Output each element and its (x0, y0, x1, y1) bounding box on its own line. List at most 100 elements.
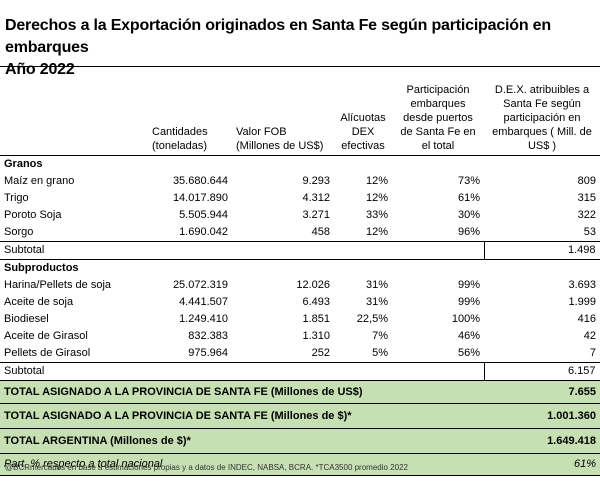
table-row: Trigo 14.017.890 4.312 12% 61% 315 (0, 190, 600, 207)
subtotal-label: Subtotal (0, 362, 148, 381)
subtotal-granos: Subtotal 1.498 (0, 241, 600, 260)
row-qty: 25.072.319 (172, 279, 228, 291)
row-name: Biodiesel (4, 313, 49, 325)
row-rate: 12% (365, 175, 388, 187)
row-fob: 1.851 (302, 313, 330, 325)
section-label: Granos (4, 158, 43, 170)
table-row: Aceite de soja 4.441.507 6.493 31% 99% 1… (0, 294, 600, 311)
empty-cell (392, 241, 484, 260)
row-dex: 3.693 (568, 279, 596, 291)
header-dex-attributable: D.E.X. atribuibles a Santa Fe según part… (484, 66, 600, 156)
row-name: Aceite de soja (4, 296, 74, 308)
header-fob-value: Valor FOB (Millones de US$) (232, 66, 334, 156)
row-qty: 4.441.507 (179, 296, 228, 308)
row-share: 99% (457, 296, 480, 308)
subtotal-subproductos: Subtotal 6.157 (0, 362, 600, 381)
row-dex: 53 (583, 226, 596, 238)
title-line-1: Derechos a la Exportación originados en … (5, 17, 551, 56)
row-qty: 832.383 (188, 330, 228, 342)
header-dex-rate: Alícuotas DEX efectivas (334, 66, 392, 156)
row-dex: 322 (577, 209, 596, 221)
total-label: TOTAL ASIGNADO A LA PROVINCIA DE SANTA F… (0, 403, 484, 429)
section-label: Subproductos (4, 262, 79, 274)
section-subproductos: Subproductos (0, 260, 600, 278)
total-santa-fe-usd: TOTAL ASIGNADO A LA PROVINCIA DE SANTA F… (0, 380, 600, 404)
row-fob: 12.026 (296, 279, 330, 291)
header-quantity: Cantidades (toneladas) (148, 66, 232, 156)
source-note: @BCRmercados en base a estimaciones prop… (5, 463, 408, 472)
header-share: Participación embarques desde puertos de… (392, 66, 484, 156)
header-product (0, 66, 148, 156)
dex-table: Cantidades (toneladas) Valor FOB (Millon… (0, 66, 600, 476)
row-fob: 458 (311, 226, 330, 238)
total-value: 1.001.360 (484, 403, 600, 429)
row-rate: 7% (372, 330, 388, 342)
row-qty: 1.249.410 (179, 313, 228, 325)
row-share: 99% (457, 279, 480, 291)
row-dex: 42 (583, 330, 596, 342)
row-dex: 7 (589, 347, 596, 359)
row-name: Maíz en grano (4, 175, 75, 187)
total-value: 1.649.418 (484, 428, 600, 454)
row-share: 73% (457, 175, 480, 187)
part-label: Part. % respecto a total nacional (0, 453, 484, 476)
empty-cell (334, 362, 392, 381)
row-rate: 12% (365, 192, 388, 204)
total-value: 7.655 (484, 380, 600, 404)
empty-cell (392, 362, 484, 381)
row-share: 30% (457, 209, 480, 221)
row-rate: 22,5% (356, 313, 388, 325)
row-share: 56% (457, 347, 480, 359)
row-qty: 1.690.042 (179, 226, 228, 238)
table-row: Biodiesel 1.249.410 1.851 22,5% 100% 416 (0, 311, 600, 328)
row-name: Aceite de Girasol (4, 330, 88, 342)
total-santa-fe-ars: TOTAL ASIGNADO A LA PROVINCIA DE SANTA F… (0, 403, 600, 429)
row-fob: 1.310 (302, 330, 330, 342)
table-row: Sorgo 1.690.042 458 12% 96% 53 (0, 224, 600, 242)
empty-cell (232, 241, 334, 260)
row-rate: 5% (372, 347, 388, 359)
empty-cell (148, 241, 232, 260)
row-dex: 416 (577, 313, 596, 325)
subtotal-label: Subtotal (0, 241, 148, 260)
row-share: 46% (457, 330, 480, 342)
row-share: 61% (457, 192, 480, 204)
row-fob: 6.493 (302, 296, 330, 308)
part-total-nacional: Part. % respecto a total nacional 61% (0, 453, 600, 476)
row-name: Sorgo (4, 226, 34, 238)
row-dex: 315 (577, 192, 596, 204)
subtotal-value: 1.498 (483, 241, 600, 260)
empty-cell (334, 241, 392, 260)
total-label: TOTAL ARGENTINA (Millones de $)* (0, 428, 484, 454)
row-fob: 252 (311, 347, 330, 359)
row-name: Harina/Pellets de soja (4, 279, 112, 291)
total-label: TOTAL ASIGNADO A LA PROVINCIA DE SANTA F… (0, 380, 484, 404)
row-name: Trigo (4, 192, 29, 204)
row-rate: 12% (365, 226, 388, 238)
part-value: 61% (484, 453, 600, 476)
row-rate: 33% (365, 209, 388, 221)
row-dex: 1.999 (568, 296, 596, 308)
row-qty: 975.964 (188, 347, 228, 359)
row-dex: 809 (577, 175, 596, 187)
row-share: 100% (451, 313, 480, 325)
table-row: Pellets de Girasol 975.964 252 5% 56% 7 (0, 345, 600, 363)
table-row: Harina/Pellets de soja 25.072.319 12.026… (0, 277, 600, 294)
row-qty: 5.505.944 (179, 209, 228, 221)
row-rate: 31% (365, 296, 388, 308)
header-row: Cantidades (toneladas) Valor FOB (Millon… (0, 66, 600, 156)
empty-cell (232, 362, 334, 381)
row-fob: 4.312 (302, 192, 330, 204)
row-qty: 14.017.890 (172, 192, 228, 204)
table-row: Aceite de Girasol 832.383 1.310 7% 46% 4… (0, 328, 600, 345)
row-share: 96% (457, 226, 480, 238)
empty-cell (148, 362, 232, 381)
row-name: Poroto Soja (4, 209, 62, 221)
row-name: Pellets de Girasol (4, 347, 91, 359)
row-rate: 31% (365, 279, 388, 291)
subtotal-value: 6.157 (483, 362, 600, 381)
section-granos: Granos (0, 156, 600, 174)
row-qty: 35.680.644 (172, 175, 228, 187)
table-row: Poroto Soja 5.505.944 3.271 33% 30% 322 (0, 207, 600, 224)
